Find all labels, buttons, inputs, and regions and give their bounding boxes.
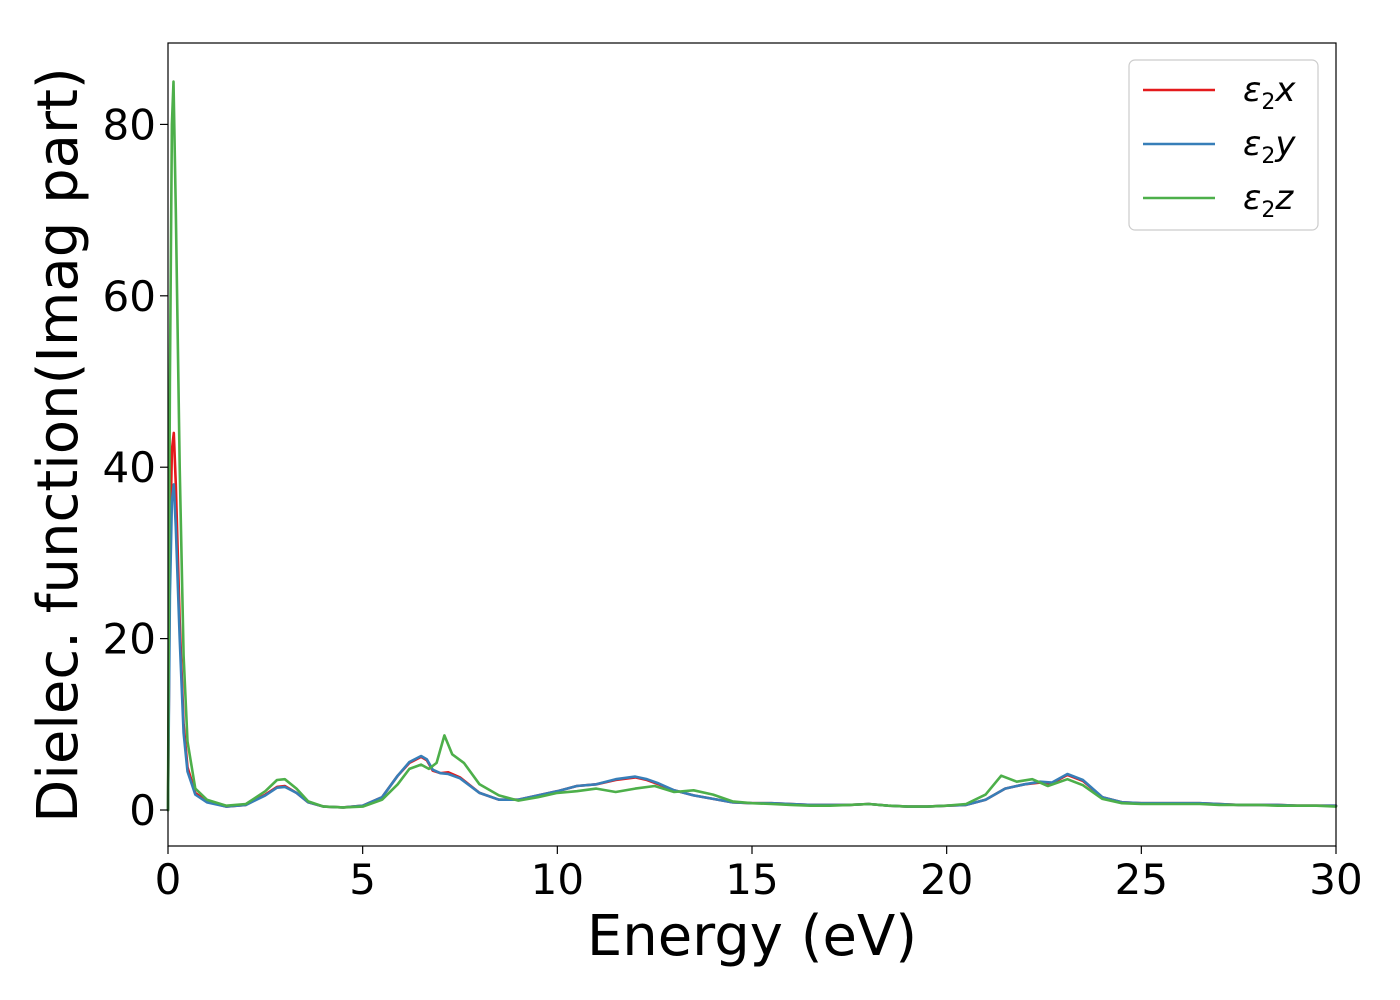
legend-label: ε2x: [1243, 70, 1296, 115]
x-tick-label: 20: [920, 855, 973, 904]
legend-label: ε2z: [1243, 178, 1294, 223]
x-tick-label: 25: [1115, 855, 1168, 904]
y-tick-label: 60: [103, 272, 156, 321]
y-axis-ticks: 0 20 40 60 80: [103, 100, 168, 835]
y-axis-label: Dielec. function(Imag part): [26, 67, 91, 823]
series-line-2: [166, 80, 1338, 812]
x-axis-label: Energy (eV): [587, 904, 917, 969]
legend-label-component: z: [1274, 178, 1294, 218]
series-line-1: [166, 483, 1338, 812]
x-axis-ticks: 0 5 10 15 20 25 30: [155, 846, 1363, 904]
legend-label-symbol: ε: [1243, 70, 1261, 110]
legend-label-symbol: ε: [1243, 124, 1261, 164]
legend-box: [1128, 59, 1319, 231]
x-tick-label: 5: [349, 855, 376, 904]
legend-label: ε2y: [1243, 124, 1296, 169]
legend-label-component: y: [1274, 124, 1296, 164]
x-tick-label: 30: [1309, 855, 1362, 904]
x-tick-label: 10: [531, 855, 584, 904]
y-tick-label: 80: [103, 100, 156, 149]
legend-label-symbol: ε: [1243, 178, 1261, 218]
y-tick-label: 20: [103, 615, 156, 664]
x-tick-label: 15: [725, 855, 778, 904]
y-tick-label: 40: [103, 443, 156, 492]
legend-label-subscript: 2: [1261, 198, 1275, 223]
legend-label-subscript: 2: [1261, 90, 1275, 115]
legend-label-component: x: [1274, 70, 1296, 110]
y-tick-label: 0: [129, 786, 156, 835]
x-tick-label: 0: [155, 855, 182, 904]
series-group: [166, 80, 1338, 812]
legend-label-subscript: 2: [1261, 144, 1275, 169]
